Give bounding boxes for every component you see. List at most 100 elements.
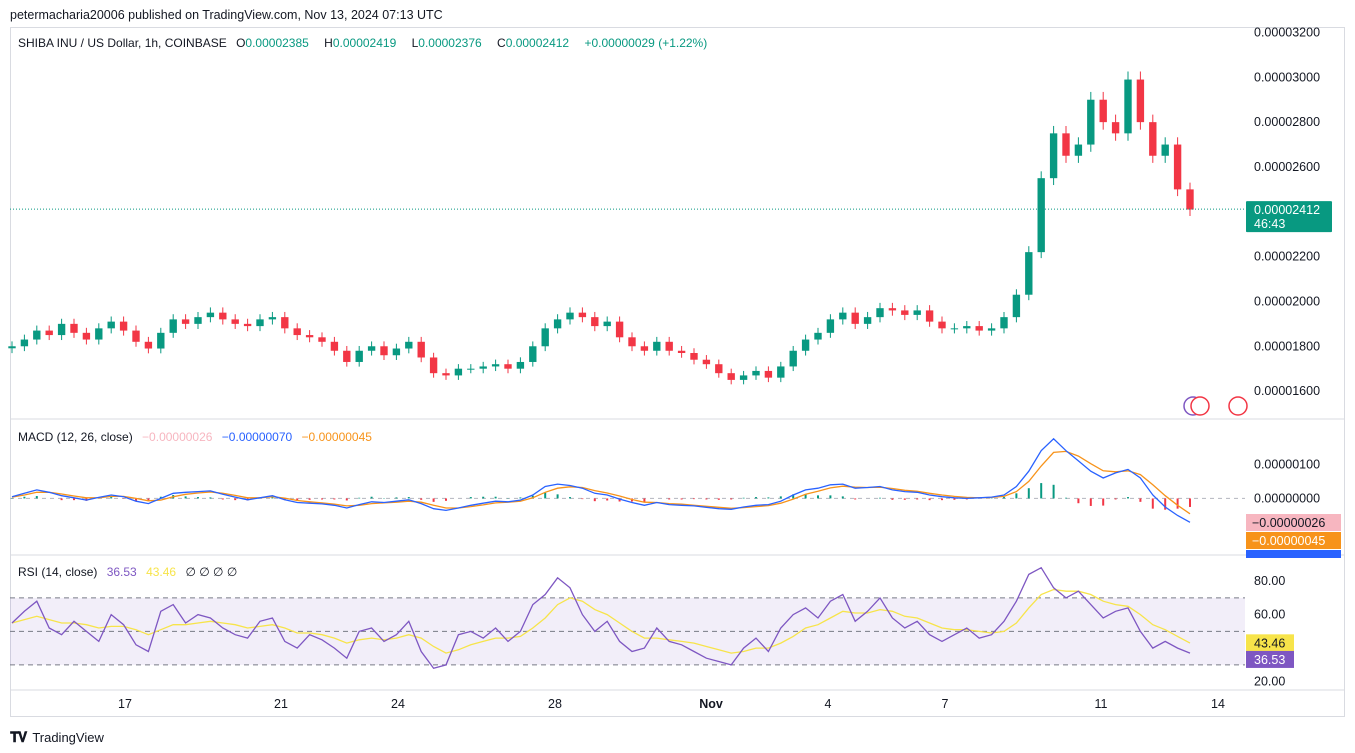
candle-body [975, 326, 983, 331]
candle-body [169, 319, 177, 333]
chart-frame [10, 27, 1345, 717]
candle-body [442, 373, 450, 376]
candle-body [814, 332, 822, 340]
axis-layer: 0.00003200 0.00003000 0.00002800 0.00002600… [118, 25, 1320, 711]
candle-body [863, 317, 872, 324]
candle-body [132, 330, 140, 342]
candle-body [541, 328, 549, 347]
candle-body [1049, 133, 1058, 179]
macd-hist-badge [1246, 514, 1341, 531]
rsi-label[interactable]: RSI (14, close) [18, 565, 98, 579]
candle-body [987, 328, 996, 331]
candle-body [454, 368, 463, 376]
candle-body [1149, 122, 1157, 156]
time-axis-tick: 17 [118, 697, 132, 711]
time-axis-tick: 21 [274, 697, 288, 711]
price-axis-tick: 0.00002600 [1254, 160, 1320, 174]
candle-body [305, 335, 314, 338]
macd-signal-badge [1246, 532, 1341, 549]
tradingview-logo-icon: 𝐓𝐕 [10, 729, 27, 745]
candle-body [1074, 144, 1083, 156]
candle-body [144, 341, 153, 349]
low-value: 0.00002376 [418, 36, 482, 50]
candle-body [467, 368, 475, 370]
candle-body [777, 366, 785, 378]
candle-body [1124, 79, 1132, 134]
candle-body [206, 312, 215, 318]
candle-body [417, 341, 425, 358]
candle-body [405, 341, 413, 349]
change-value: +0.00000029 (+1.22%) [584, 36, 708, 50]
candle-body [888, 308, 897, 311]
high-value: 0.00002419 [332, 36, 397, 50]
candle-body [839, 312, 847, 320]
candle-body [479, 366, 487, 369]
rsi-badge-text: 36.53 [1254, 653, 1285, 667]
candle-body [901, 310, 909, 315]
candle-body [281, 317, 289, 329]
candle-body [789, 350, 797, 367]
price-axis-tick: 0.00003000 [1254, 70, 1320, 84]
candle-body [1173, 144, 1182, 190]
rsi-pane [10, 566, 1245, 669]
rsi-legend: RSI (14, close) 36.53 43.46 ∅ ∅ ∅ ∅ [18, 565, 243, 579]
macd-axis-tick: 0.00000100 [1254, 457, 1320, 471]
open-value: 0.00002385 [245, 36, 309, 50]
macd-axis-tick: 0.00000000 [1254, 491, 1320, 505]
candle-body [752, 370, 760, 376]
candle-body [529, 346, 537, 362]
time-axis-tick: 4 [825, 697, 832, 711]
candle-body [8, 346, 16, 349]
time-axis-tick: 11 [1095, 697, 1108, 711]
candle-body [243, 323, 252, 327]
macd-legend: MACD (12, 26, close) −0.00000026 −0.0000… [18, 430, 378, 444]
candle-body [1099, 99, 1107, 123]
candle-body [380, 346, 388, 356]
price-legend: SHIBA INU / US Dollar, 1h, COINBASE O0.0… [18, 36, 713, 50]
candle-body [57, 323, 66, 336]
macd-signal-badge-text: −0.00000045 [1252, 534, 1325, 548]
rsi-axis-tick: 80.00 [1254, 574, 1285, 588]
footer-brand: TradingView [32, 730, 104, 745]
candle-body [1087, 99, 1095, 145]
macd-signal-line [11, 450, 1191, 515]
candle-body [70, 323, 78, 333]
candle-body [739, 375, 748, 380]
candle-body [640, 346, 649, 351]
candle-body [157, 332, 165, 349]
symbol-label[interactable]: SHIBA INU / US Dollar, 1h, COINBASE [18, 36, 227, 50]
candle-body [1025, 252, 1033, 295]
candle-body [876, 308, 884, 318]
close-label: C [497, 36, 506, 50]
candle-body [1161, 144, 1169, 156]
close-value: 0.00002412 [505, 36, 570, 50]
candle-body [715, 364, 723, 374]
candle-body [566, 312, 574, 320]
rsi-ma-value: 43.46 [146, 565, 177, 579]
time-axis-tick: 14 [1211, 697, 1225, 711]
price-axis-tick: 0.00002800 [1254, 115, 1320, 129]
candle-body [665, 341, 673, 351]
macd-hist-badge-text: −0.00000026 [1252, 516, 1325, 530]
candle-body [491, 364, 500, 367]
candle-body [392, 348, 401, 356]
price-axis-tick: 0.00002200 [1254, 250, 1320, 264]
rsi-band-fill [10, 597, 1245, 665]
candle-body [578, 312, 587, 318]
candle-body [256, 319, 264, 327]
rsi-badge [1246, 650, 1294, 668]
macd-label[interactable]: MACD (12, 26, close) [18, 430, 133, 444]
countdown-value: 46:43 [1254, 217, 1285, 231]
candle-body [33, 330, 41, 340]
candle-body [591, 317, 599, 327]
low-label: L [411, 36, 419, 50]
candle-body [219, 312, 227, 320]
time-axis-tick: 28 [548, 697, 562, 711]
footer: 𝐓𝐕 TradingView [10, 729, 104, 746]
macd-line-badge [1246, 550, 1341, 558]
high-label: H [324, 36, 333, 50]
candle-body [628, 337, 636, 347]
candle-body [913, 310, 921, 315]
rsi-axis-tick: 60.00 [1254, 608, 1285, 622]
